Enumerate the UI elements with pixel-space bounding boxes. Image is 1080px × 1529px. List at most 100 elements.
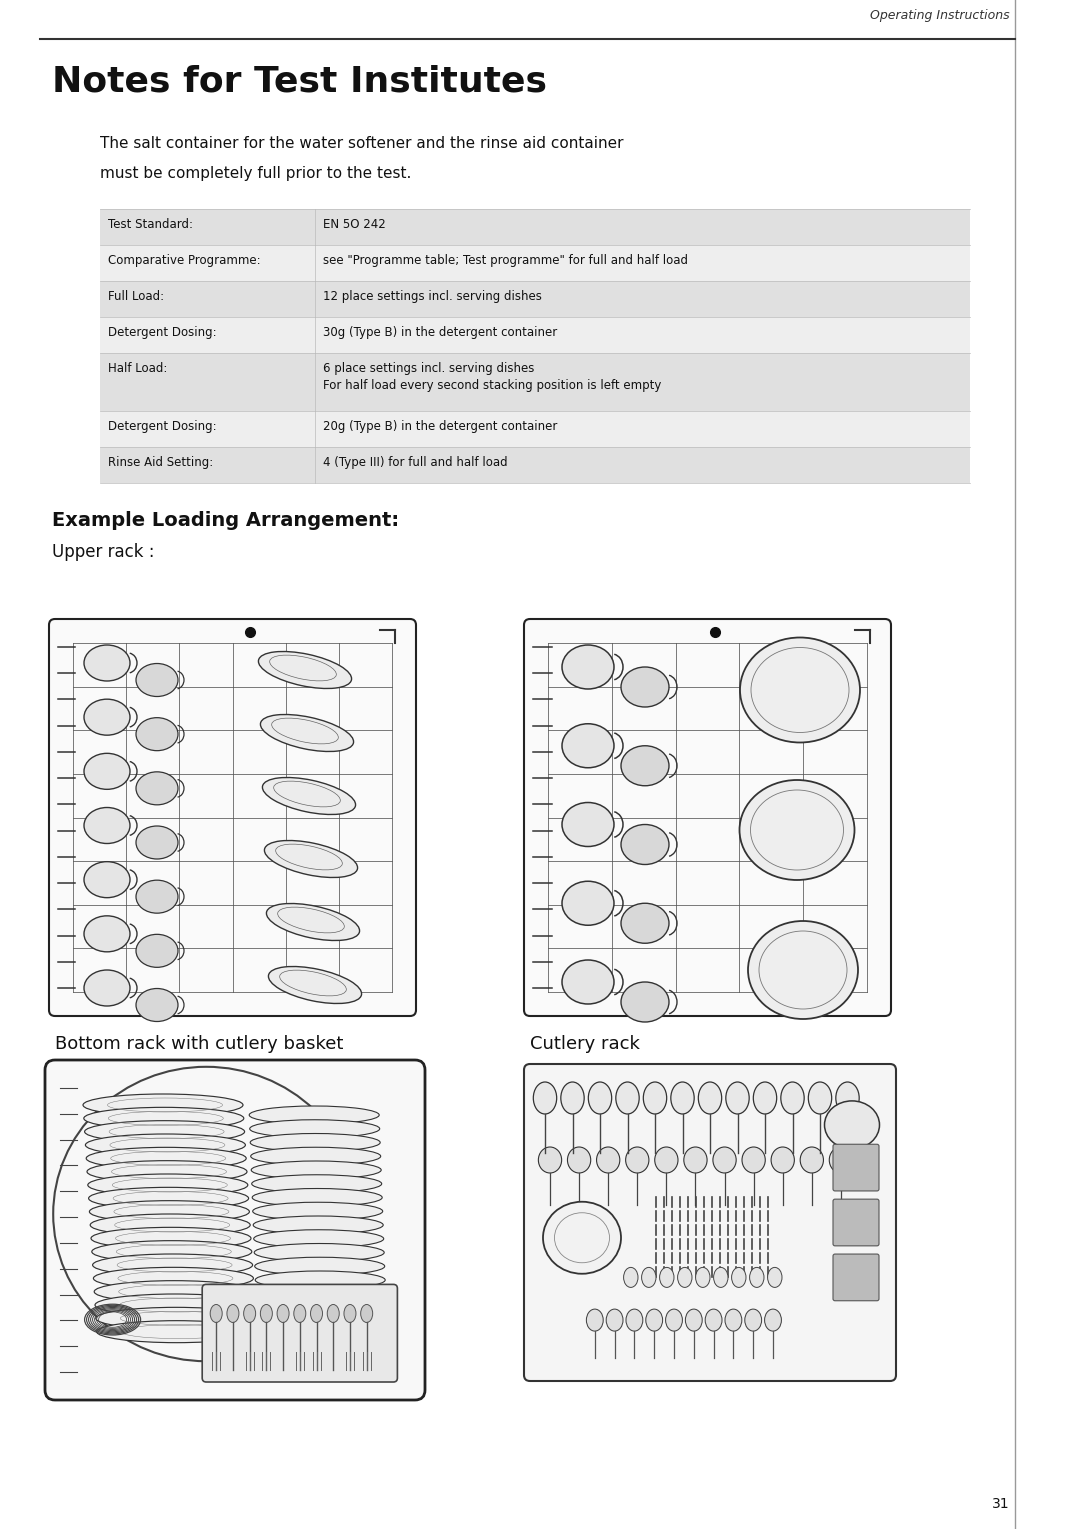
Ellipse shape	[543, 1202, 621, 1274]
Text: 30g (Type B) in the detergent container: 30g (Type B) in the detergent container	[323, 326, 557, 339]
Text: EN 5O 242: EN 5O 242	[323, 219, 386, 231]
Text: Comparative Programme:: Comparative Programme:	[108, 254, 260, 268]
Ellipse shape	[750, 1268, 764, 1287]
Ellipse shape	[136, 772, 178, 804]
Ellipse shape	[252, 1174, 381, 1193]
Ellipse shape	[136, 989, 178, 1021]
Ellipse shape	[227, 1304, 239, 1323]
Ellipse shape	[84, 754, 130, 789]
Ellipse shape	[95, 1294, 255, 1316]
Ellipse shape	[829, 1147, 852, 1173]
Text: Example Loading Arrangement:: Example Loading Arrangement:	[52, 511, 400, 531]
Bar	[100, 446, 970, 483]
Text: The salt container for the water softener and the rinse aid container: The salt container for the water softene…	[100, 136, 623, 151]
Ellipse shape	[562, 645, 615, 690]
Ellipse shape	[327, 1304, 339, 1323]
Text: Detergent Dosing:: Detergent Dosing:	[108, 326, 217, 339]
Text: 12 place settings incl. serving dishes: 12 place settings incl. serving dishes	[323, 291, 542, 303]
Ellipse shape	[84, 1107, 244, 1130]
Ellipse shape	[255, 1257, 384, 1275]
Ellipse shape	[625, 1147, 649, 1173]
Ellipse shape	[257, 1312, 387, 1330]
FancyBboxPatch shape	[202, 1284, 397, 1382]
Ellipse shape	[561, 1083, 584, 1115]
Ellipse shape	[253, 1188, 382, 1206]
Ellipse shape	[267, 904, 360, 940]
Text: must be completely full prior to the test.: must be completely full prior to the tes…	[100, 167, 411, 180]
Ellipse shape	[94, 1281, 254, 1303]
Ellipse shape	[136, 881, 178, 913]
Ellipse shape	[256, 1298, 387, 1316]
Ellipse shape	[278, 1304, 289, 1323]
Ellipse shape	[686, 1309, 702, 1332]
Ellipse shape	[606, 1309, 623, 1332]
Ellipse shape	[621, 904, 669, 943]
Ellipse shape	[136, 664, 178, 697]
Ellipse shape	[90, 1200, 249, 1223]
Ellipse shape	[742, 1147, 766, 1173]
Bar	[100, 411, 970, 446]
Ellipse shape	[660, 1268, 674, 1287]
Text: Rinse Aid Setting:: Rinse Aid Setting:	[108, 456, 213, 469]
Ellipse shape	[562, 881, 615, 925]
Ellipse shape	[748, 920, 858, 1018]
Ellipse shape	[93, 1254, 253, 1277]
Ellipse shape	[93, 1268, 254, 1289]
Ellipse shape	[84, 699, 130, 735]
Ellipse shape	[269, 966, 362, 1003]
Text: For half load every second stacking position is left empty: For half load every second stacking posi…	[323, 379, 661, 391]
Ellipse shape	[254, 1229, 383, 1248]
Ellipse shape	[567, 1147, 591, 1173]
Ellipse shape	[824, 1101, 879, 1148]
Ellipse shape	[616, 1083, 639, 1115]
Ellipse shape	[83, 1095, 243, 1116]
Text: Full Load:: Full Load:	[108, 291, 164, 303]
Ellipse shape	[256, 1284, 386, 1303]
Ellipse shape	[623, 1268, 638, 1287]
FancyBboxPatch shape	[833, 1199, 879, 1246]
Ellipse shape	[84, 645, 130, 680]
Ellipse shape	[361, 1304, 373, 1323]
Ellipse shape	[562, 723, 615, 768]
Bar	[100, 353, 970, 411]
Ellipse shape	[740, 780, 854, 881]
Ellipse shape	[621, 746, 669, 786]
Ellipse shape	[626, 1309, 643, 1332]
Ellipse shape	[87, 1161, 247, 1182]
Ellipse shape	[244, 1304, 256, 1323]
FancyBboxPatch shape	[833, 1254, 879, 1301]
Ellipse shape	[808, 1083, 832, 1115]
Ellipse shape	[86, 1147, 246, 1170]
Ellipse shape	[265, 841, 357, 878]
Ellipse shape	[260, 1304, 272, 1323]
Ellipse shape	[621, 982, 669, 1021]
Ellipse shape	[654, 1147, 678, 1173]
Ellipse shape	[254, 1243, 384, 1261]
Ellipse shape	[253, 1216, 383, 1234]
Ellipse shape	[754, 1083, 777, 1115]
Ellipse shape	[713, 1147, 737, 1173]
Text: Upper rack :: Upper rack :	[52, 543, 154, 561]
Ellipse shape	[84, 1121, 244, 1142]
Text: 6 place settings incl. serving dishes: 6 place settings incl. serving dishes	[323, 362, 535, 375]
Ellipse shape	[252, 1161, 381, 1179]
Ellipse shape	[642, 1268, 656, 1287]
Ellipse shape	[696, 1268, 710, 1287]
Ellipse shape	[836, 1083, 860, 1115]
Ellipse shape	[136, 934, 178, 968]
Ellipse shape	[136, 826, 178, 859]
Bar	[100, 317, 970, 353]
FancyBboxPatch shape	[833, 1144, 879, 1191]
Ellipse shape	[646, 1309, 663, 1332]
Ellipse shape	[255, 1271, 386, 1289]
Ellipse shape	[562, 960, 615, 1005]
Text: Bottom rack with cutlery basket: Bottom rack with cutlery basket	[55, 1035, 343, 1053]
Ellipse shape	[84, 969, 130, 1006]
Ellipse shape	[262, 777, 355, 815]
Ellipse shape	[251, 1147, 381, 1165]
Ellipse shape	[621, 667, 669, 706]
Text: 4 (Type III) for full and half load: 4 (Type III) for full and half load	[323, 456, 508, 469]
Ellipse shape	[771, 1147, 795, 1173]
Ellipse shape	[96, 1321, 257, 1342]
Ellipse shape	[621, 824, 669, 864]
